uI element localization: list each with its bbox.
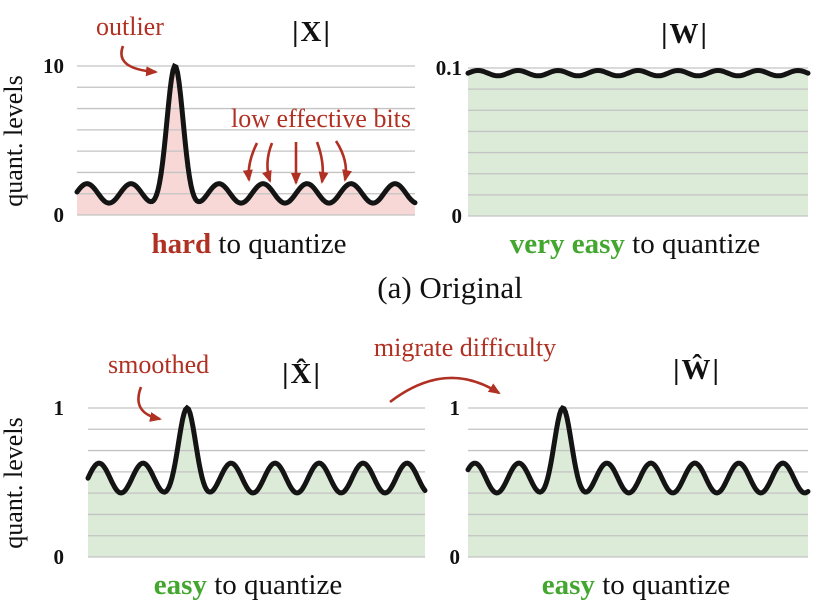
ytick-10: 10 [43,54,64,78]
title-W-hat: |Ŵ| [673,354,721,386]
caption-emphasis: easy [153,569,207,601]
chart-weight-smoothed [465,404,811,558]
ytick-0.1: 0.1 [435,56,462,80]
caption-emphasis: very easy [509,228,625,260]
magnitude-curve [85,404,428,496]
caption-very-easy-to-quantize: very easy to quantize [465,228,805,261]
caption-rest: to quantize [211,228,347,260]
ytick-1-bottom-right: 1 [449,396,461,420]
ytick-0-top-right: 0 [451,204,463,228]
ytick-0-top-left: 0 [53,203,65,227]
title-X-hat: |X̂| [282,358,322,390]
caption-rest: to quantize [624,228,761,260]
ytick-1-bottom-left: 1 [53,396,65,420]
subfigure-label-a: (a) Original [377,270,523,305]
title-X: |X| [292,16,332,48]
annotation-smoothed: smoothed [108,350,210,379]
magnitude-curve [74,62,418,206]
caption-easy-to-quantize-right: easy to quantize [486,569,786,602]
title-W: |W| [661,18,709,50]
annotation-low-effective-bits: low effective bits [230,104,412,133]
caption-emphasis: hard [151,228,212,260]
magnitude-curve [465,67,811,79]
ytick-0-bottom-left: 0 [53,545,65,569]
caption-easy-to-quantize-left: easy to quantize [98,569,398,602]
annotation-migrate-difficulty: migrate difficulty [373,333,557,362]
caption-emphasis: easy [541,569,595,601]
y-axis-label-top: quant. levels [0,75,28,207]
ytick-0-bottom-right: 0 [449,545,461,569]
area-fill [88,408,425,557]
chart-weight-original [465,67,811,217]
chart-activation-original [74,62,418,216]
magnitude-curve [465,404,811,496]
y-axis-label-bottom: quant. levels [0,417,28,549]
annotation-outlier: outlier [96,12,164,41]
area-fill [468,70,808,216]
chart-activation-smoothed [85,404,428,558]
caption-rest: to quantize [206,569,343,601]
caption-hard-to-quantize: hard to quantize [99,228,399,261]
caption-rest: to quantize [594,569,731,601]
